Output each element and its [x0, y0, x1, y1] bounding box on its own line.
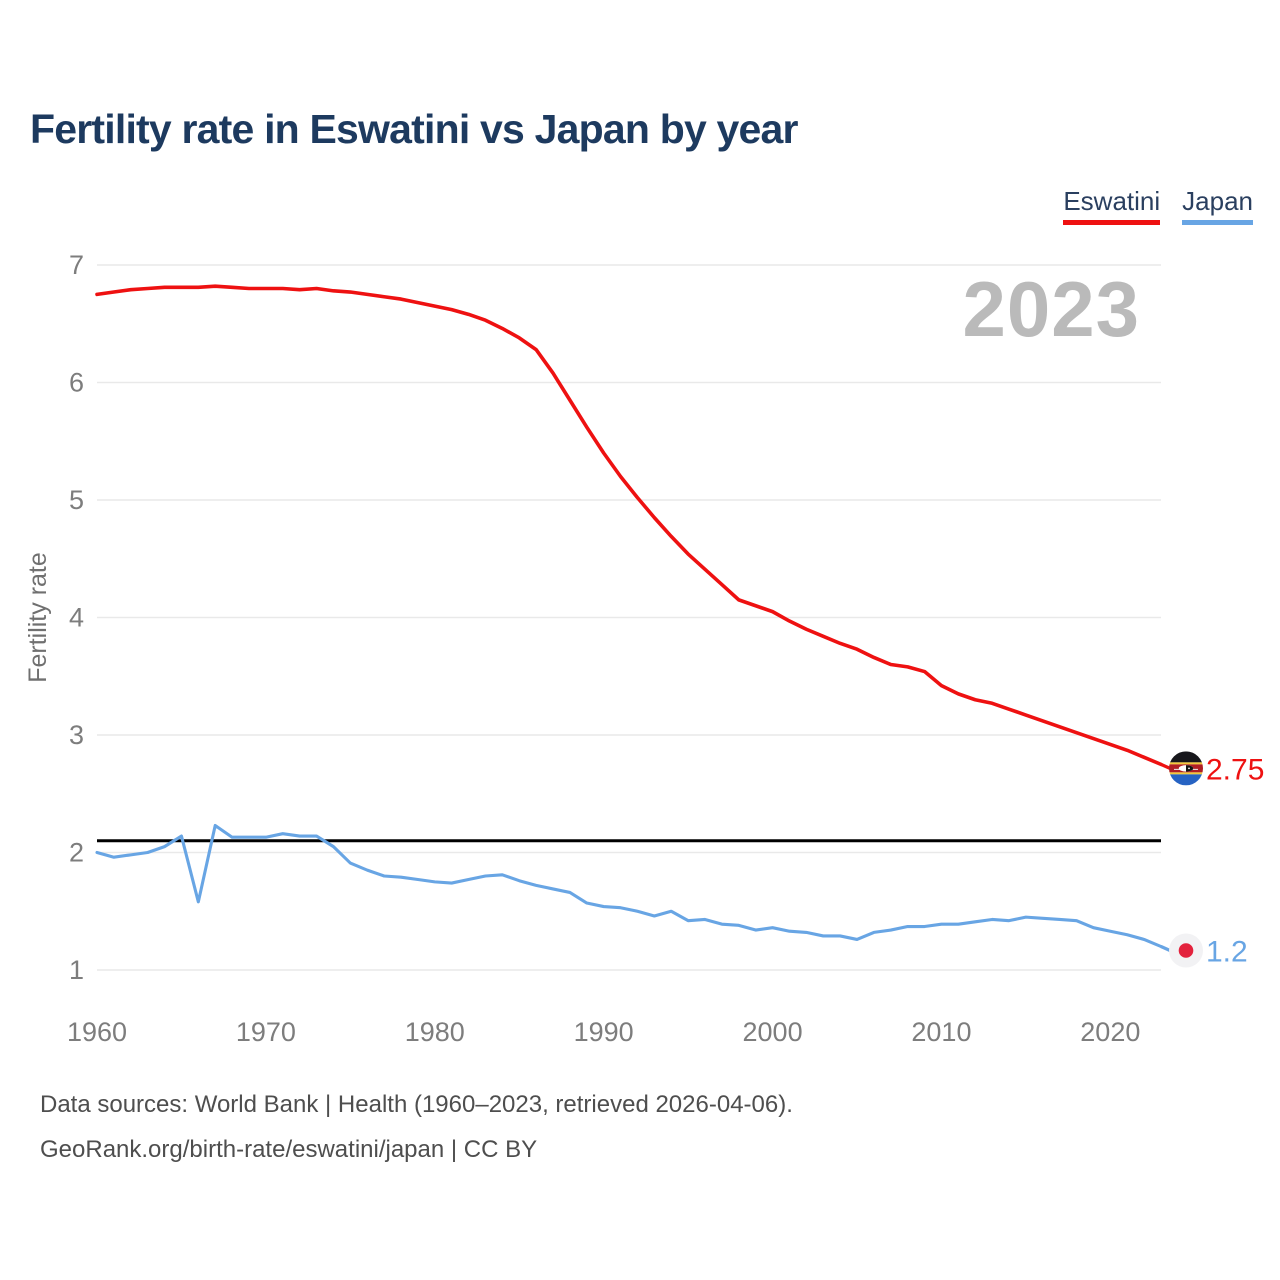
- fertility-line-chart[interactable]: 1 2 3 4 5 6 7 1960 1970 1980 1990 2000 2010 2020 Ferti…: [0, 230, 1280, 1080]
- eswatini-line: [95, 284, 1163, 767]
- legend-item-japan[interactable]: Japan: [1182, 186, 1253, 225]
- eswatini-flag-icon: [1169, 751, 1203, 786]
- year-watermark: 2023: [962, 265, 1140, 353]
- y-tick-label: 5: [69, 485, 84, 515]
- x-tick-label: 2020: [1080, 1017, 1140, 1047]
- eswatini-end-value-label: 2.75: [1206, 753, 1264, 786]
- footer-attribution-line: GeoRank.org/birth-rate/eswatini/japan | …: [40, 1136, 538, 1163]
- japan-connector: [1160, 945, 1171, 952]
- eswatini-connector: [1160, 762, 1171, 770]
- y-tick-label: 6: [69, 368, 84, 398]
- japan-end-value-label: 1.2: [1206, 936, 1248, 969]
- x-tick-label: 1980: [405, 1017, 465, 1047]
- footer: Data sources: World Bank | Health (1960–…: [40, 1082, 793, 1172]
- x-tick-label: 1990: [574, 1017, 634, 1047]
- legend: Eswatini Japan: [1063, 186, 1253, 225]
- y-tick-label: 1: [69, 955, 84, 985]
- page-title: Fertility rate in Eswatini vs Japan by y…: [30, 106, 799, 152]
- footer-source-line: Data sources: World Bank | Health (1960–…: [40, 1091, 793, 1118]
- japan-flag-icon: [1169, 933, 1203, 968]
- y-axis-title: Fertility rate: [24, 552, 52, 683]
- x-tick-label: 1960: [67, 1017, 127, 1047]
- y-tick-label: 3: [69, 720, 84, 750]
- y-tick-label: 7: [69, 250, 84, 280]
- legend-item-eswatini[interactable]: Eswatini: [1063, 186, 1161, 225]
- y-tick-label: 4: [69, 603, 84, 633]
- x-tick-label: 1970: [236, 1017, 296, 1047]
- y-tick-label: 2: [69, 838, 84, 868]
- x-tick-label: 2000: [743, 1017, 803, 1047]
- x-tick-label: 2010: [911, 1017, 971, 1047]
- japan-line: [95, 823, 1163, 949]
